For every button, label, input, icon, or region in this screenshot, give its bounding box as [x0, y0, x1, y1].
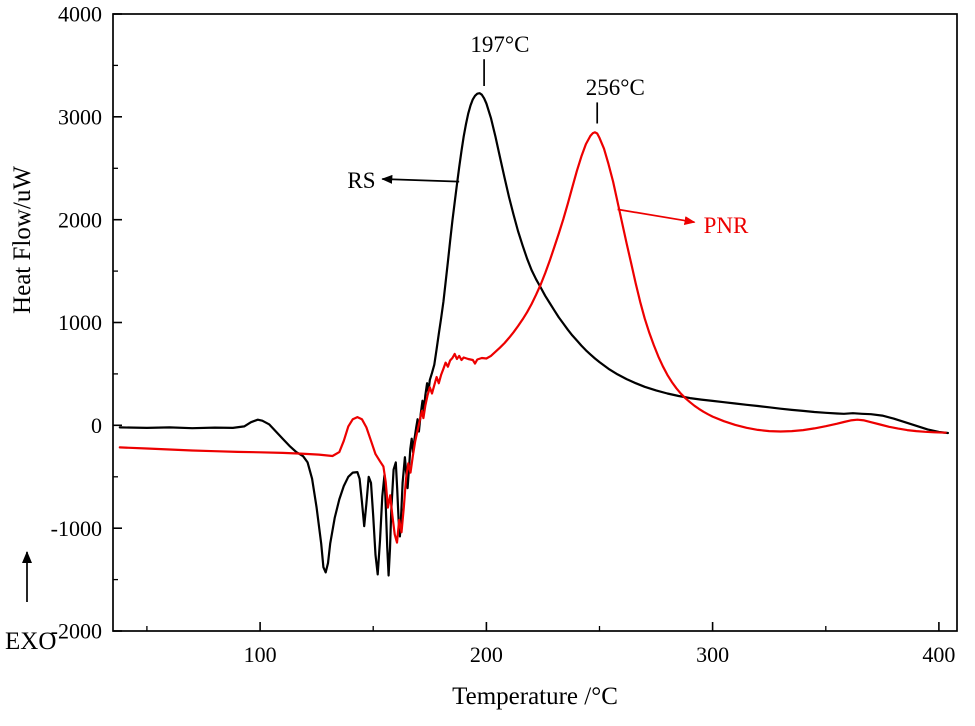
- x-tick-label: 300: [696, 642, 729, 667]
- series-rs-label-leader-line: [381, 174, 460, 184]
- series-pnr-label: PNR: [704, 213, 749, 238]
- x-axis-title: Temperature /°C: [452, 683, 618, 710]
- y-tick-label: 1000: [58, 310, 102, 335]
- x-tick-label: 200: [470, 642, 503, 667]
- y-tick-label: 2000: [58, 207, 102, 232]
- x-tick-label: 400: [922, 642, 955, 667]
- series-rs-curve: [118, 92, 949, 577]
- series-rs-label: RS: [347, 168, 375, 193]
- y-axis-title: Heat Flow/uW: [9, 166, 36, 314]
- series-pnr-curve: [118, 131, 947, 544]
- x-tick-label: 100: [244, 642, 277, 667]
- plot-frame: [112, 13, 958, 632]
- y-tick-label: 0: [91, 413, 102, 438]
- peak-rs-label: 197°C: [470, 32, 529, 57]
- y-tick-label: -1000: [51, 516, 102, 541]
- y-tick-label: 3000: [58, 105, 102, 130]
- exo-label: EXO: [5, 628, 56, 655]
- series-pnr-label-leader-line: [617, 208, 696, 225]
- peak-pnr-label: 256°C: [586, 75, 645, 100]
- y-tick-label: 4000: [58, 2, 102, 27]
- y-tick-label: -2000: [51, 619, 102, 644]
